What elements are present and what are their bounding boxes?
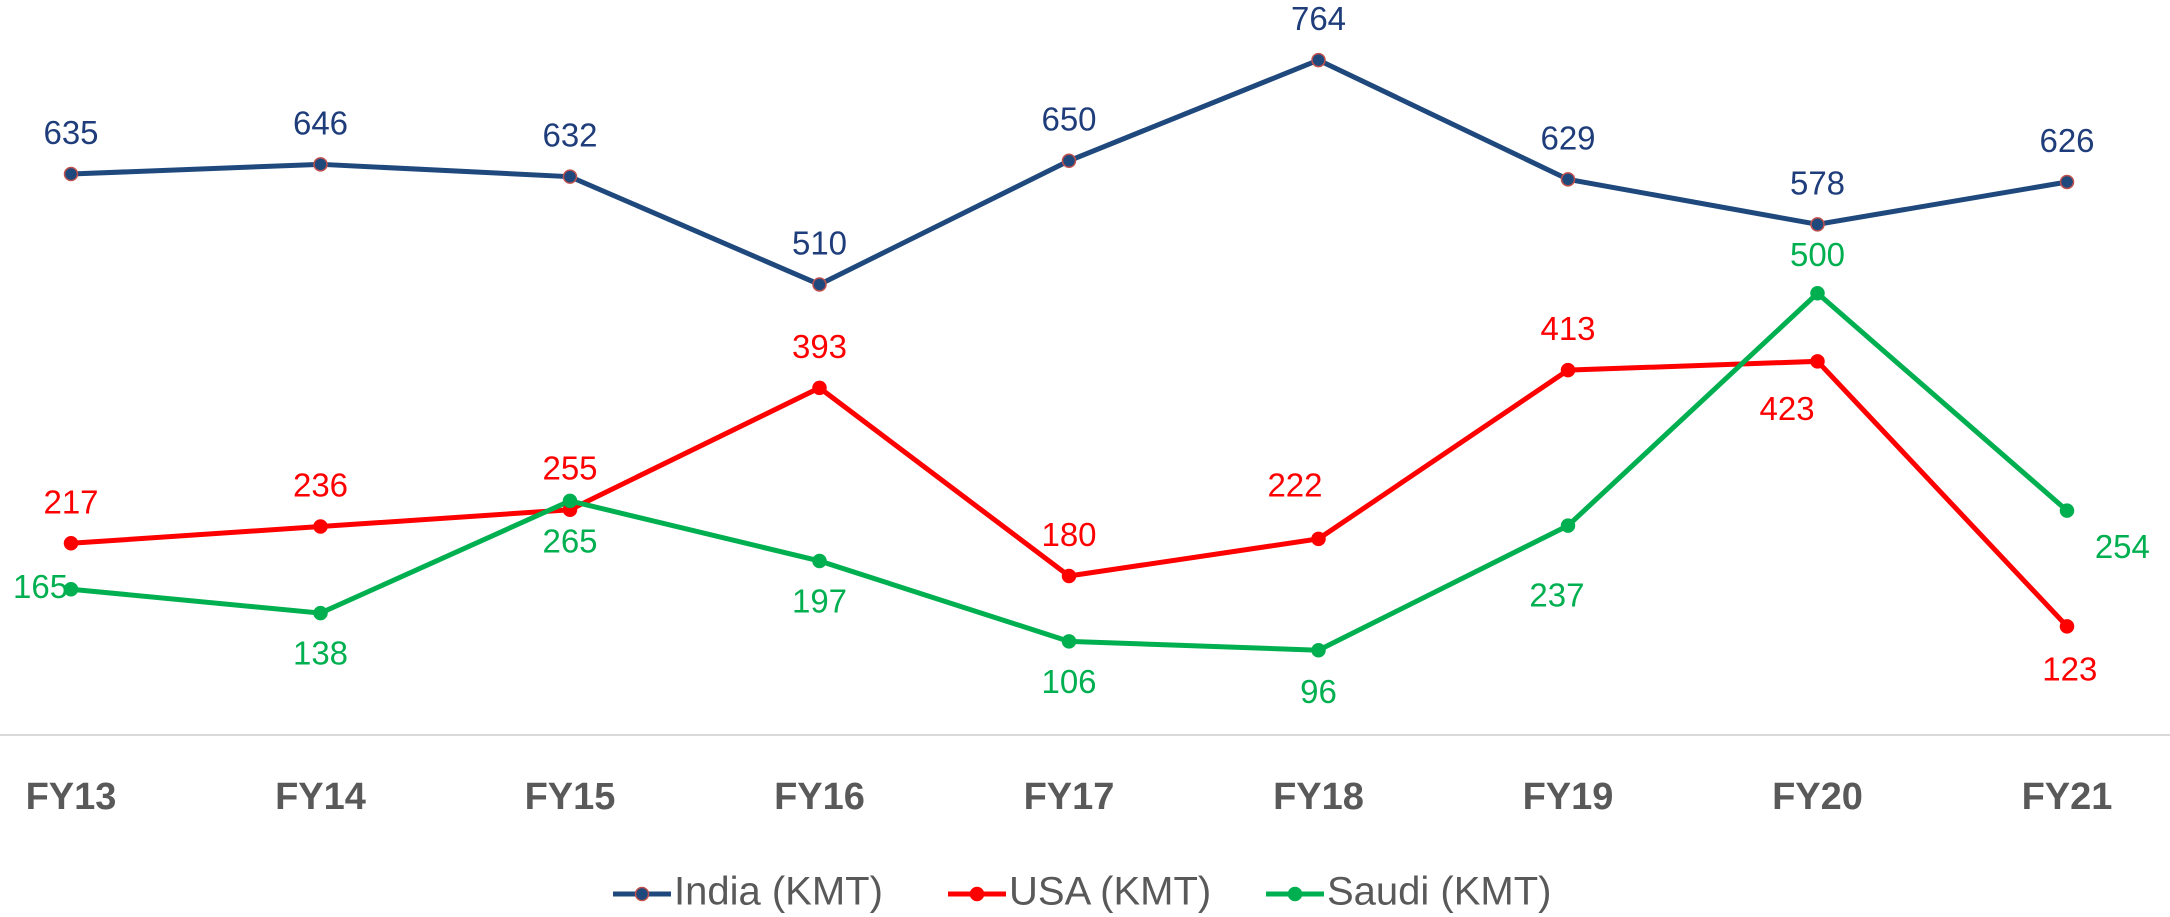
data-label: 265 xyxy=(542,523,597,560)
marker xyxy=(1810,286,1825,301)
marker xyxy=(313,605,328,621)
data-label: 646 xyxy=(293,104,348,141)
x-tick-label: FY18 xyxy=(1273,776,1364,818)
data-label: 632 xyxy=(542,117,597,154)
marker xyxy=(1560,172,1576,187)
data-label: 629 xyxy=(1540,119,1595,156)
marker xyxy=(1560,518,1576,533)
data-label: 237 xyxy=(1529,576,1584,613)
data-label: 222 xyxy=(1267,466,1322,503)
data-label: 650 xyxy=(1041,101,1096,138)
data-label: 764 xyxy=(1291,0,1346,37)
x-tick-label: FY16 xyxy=(774,776,865,818)
data-label: 510 xyxy=(792,224,847,261)
x-tick-label: FY21 xyxy=(2022,776,2113,818)
marker xyxy=(1061,568,1077,584)
data-label: 393 xyxy=(792,328,847,365)
x-tick-label: FY19 xyxy=(1523,776,1614,818)
data-label: 413 xyxy=(1540,310,1595,347)
marker xyxy=(313,157,328,172)
x-tick-label: FY13 xyxy=(26,776,117,818)
marker xyxy=(2059,619,2075,634)
marker xyxy=(63,166,79,182)
data-label: 180 xyxy=(1041,516,1096,553)
data-label: 423 xyxy=(1760,390,1815,427)
marker xyxy=(63,581,79,597)
legend-label: USA (KMT) xyxy=(1009,870,1211,914)
data-label: 197 xyxy=(792,583,847,620)
data-label: 123 xyxy=(2042,651,2097,688)
legend-marker xyxy=(1287,886,1303,902)
data-label: 217 xyxy=(43,483,98,520)
legend-marker xyxy=(969,886,985,902)
x-tick-label: FY17 xyxy=(1024,776,1115,818)
marker xyxy=(562,169,578,184)
data-label: 254 xyxy=(2095,528,2150,565)
marker xyxy=(313,519,328,534)
data-label: 106 xyxy=(1041,663,1096,700)
legend-label: India (KMT) xyxy=(674,870,883,914)
legend-marker xyxy=(634,886,650,902)
x-tick-label: FY14 xyxy=(275,776,366,818)
x-tick-label: FY20 xyxy=(1772,776,1863,818)
data-label: 96 xyxy=(1300,673,1337,710)
marker xyxy=(2059,503,2075,518)
data-label: 626 xyxy=(2039,122,2094,159)
marker xyxy=(63,536,79,551)
marker xyxy=(1311,52,1326,68)
marker xyxy=(1311,642,1326,658)
data-label: 578 xyxy=(1790,164,1845,201)
marker xyxy=(812,553,827,569)
data-label: 635 xyxy=(43,114,98,151)
marker xyxy=(1311,531,1326,547)
series-line xyxy=(70,289,2069,653)
marker xyxy=(1061,634,1077,649)
series-line xyxy=(70,57,2068,288)
marker xyxy=(1560,362,1576,378)
marker xyxy=(562,493,578,509)
legend-label: Saudi (KMT) xyxy=(1327,870,1552,914)
marker xyxy=(812,277,827,292)
marker xyxy=(1810,217,1825,232)
data-label: 165 xyxy=(13,568,68,605)
data-label: 255 xyxy=(542,450,597,487)
data-label: 236 xyxy=(293,466,348,503)
marker xyxy=(812,380,827,396)
data-label: 138 xyxy=(293,635,348,672)
x-tick-label: FY15 xyxy=(525,776,616,818)
marker xyxy=(1061,153,1077,169)
marker xyxy=(1810,354,1825,369)
data-label: 500 xyxy=(1790,236,1845,273)
marker xyxy=(2059,174,2075,190)
